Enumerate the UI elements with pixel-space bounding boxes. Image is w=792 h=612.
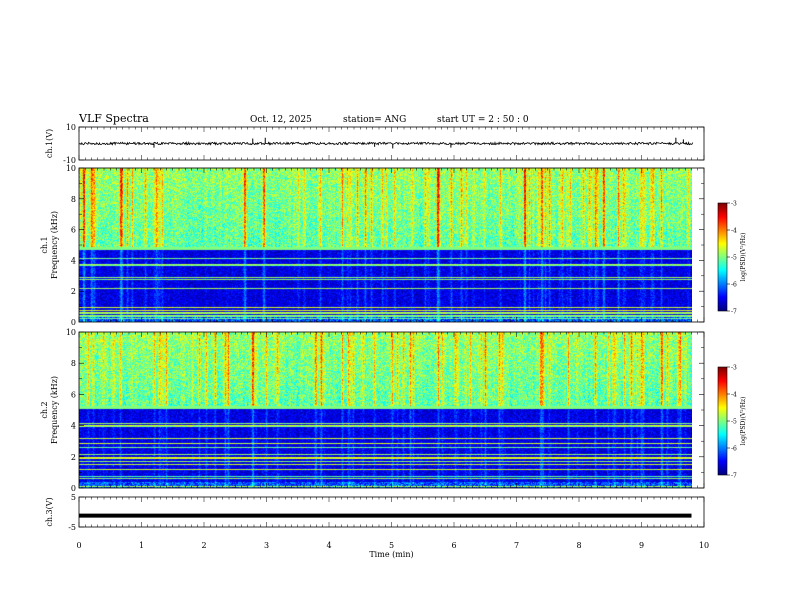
colorbar-1-tick-label: -3 <box>731 201 737 208</box>
x-tick-label: 1 <box>139 541 144 550</box>
x-tick-label: 10 <box>699 541 709 550</box>
x-tick-label: 4 <box>326 541 331 550</box>
colorbar-1-tick-label: -7 <box>731 309 737 316</box>
x-tick-label: 8 <box>576 541 581 550</box>
ch1-spectrogram-image <box>79 168 692 322</box>
x-tick-label: 2 <box>201 541 206 550</box>
colorbar-2-tick-label: -3 <box>731 365 737 372</box>
ch1-waveform-line <box>78 141 694 146</box>
ch3-ylabel: ch.3(V) <box>45 497 54 526</box>
panel-3-ytick-label: 2 <box>71 453 76 462</box>
chart-title: VLF Spectra <box>79 112 149 125</box>
colorbar-2 <box>718 367 727 475</box>
x-tick-label: 5 <box>389 541 394 550</box>
x-tick-label: 9 <box>639 541 644 550</box>
panel-2-ytick-label: 4 <box>71 256 76 265</box>
panel-3-ytick-label: 10 <box>66 328 76 337</box>
panel-4-ytick-label: -5 <box>68 523 76 532</box>
panel-1-ytick-label: -10 <box>63 156 76 165</box>
start-ut-label: start UT = 2 : 50 : 0 <box>437 115 529 125</box>
colorbar-2-tick-label: -7 <box>731 473 737 480</box>
station-label: station= ANG <box>343 115 407 125</box>
colorbar-1-tick-label: -5 <box>731 255 737 262</box>
ch1-ylabel: ch.1(V) <box>45 129 54 158</box>
colorbar-2-tick-label: -6 <box>731 446 737 453</box>
colorbar-2-tick-label: -4 <box>731 392 737 399</box>
panel-4-ytick-label: 5 <box>71 493 76 502</box>
panel-2-ytick-label: 0 <box>71 318 76 327</box>
x-axis-label: Time (min) <box>369 550 413 559</box>
ch2-freq-label: Frequency (kHz) <box>50 376 59 444</box>
panel-2-ytick-label: 8 <box>71 195 76 204</box>
colorbar-2-tick-label: -5 <box>731 419 737 426</box>
panel-3-ytick-label: 6 <box>71 390 76 399</box>
panel-2-ytick-label: 10 <box>66 164 76 173</box>
panel-3-ytick-label: 4 <box>71 422 76 431</box>
x-tick-label: 6 <box>451 541 456 550</box>
ch2-spec-label: ch.2 <box>40 401 49 418</box>
panel-1-ytick-label: 10 <box>66 123 76 132</box>
panel-3-ytick-label: 0 <box>71 484 76 493</box>
date-label: Oct. 12, 2025 <box>250 115 312 125</box>
ch1-spec-label: ch.1 <box>40 236 49 253</box>
colorbar-1-tick-label: -6 <box>731 282 737 289</box>
panel-2-ytick-label: 6 <box>71 226 76 235</box>
colorbar-2-label: log(PSD)(V²/Hz) <box>740 397 747 446</box>
colorbar-1-label: log(PSD)(V²/Hz) <box>740 233 747 282</box>
x-tick-label: 3 <box>264 541 269 550</box>
colorbar-1-tick-label: -4 <box>731 228 737 235</box>
x-tick-label: 0 <box>76 541 81 550</box>
ch2-spectrogram-image <box>79 332 692 488</box>
ch1-freq-label: Frequency (kHz) <box>50 211 59 279</box>
colorbar-1 <box>718 203 727 311</box>
panel-2-ytick-label: 2 <box>71 287 76 296</box>
panel-3-ytick-label: 8 <box>71 359 76 368</box>
x-tick-label: 7 <box>514 541 519 550</box>
